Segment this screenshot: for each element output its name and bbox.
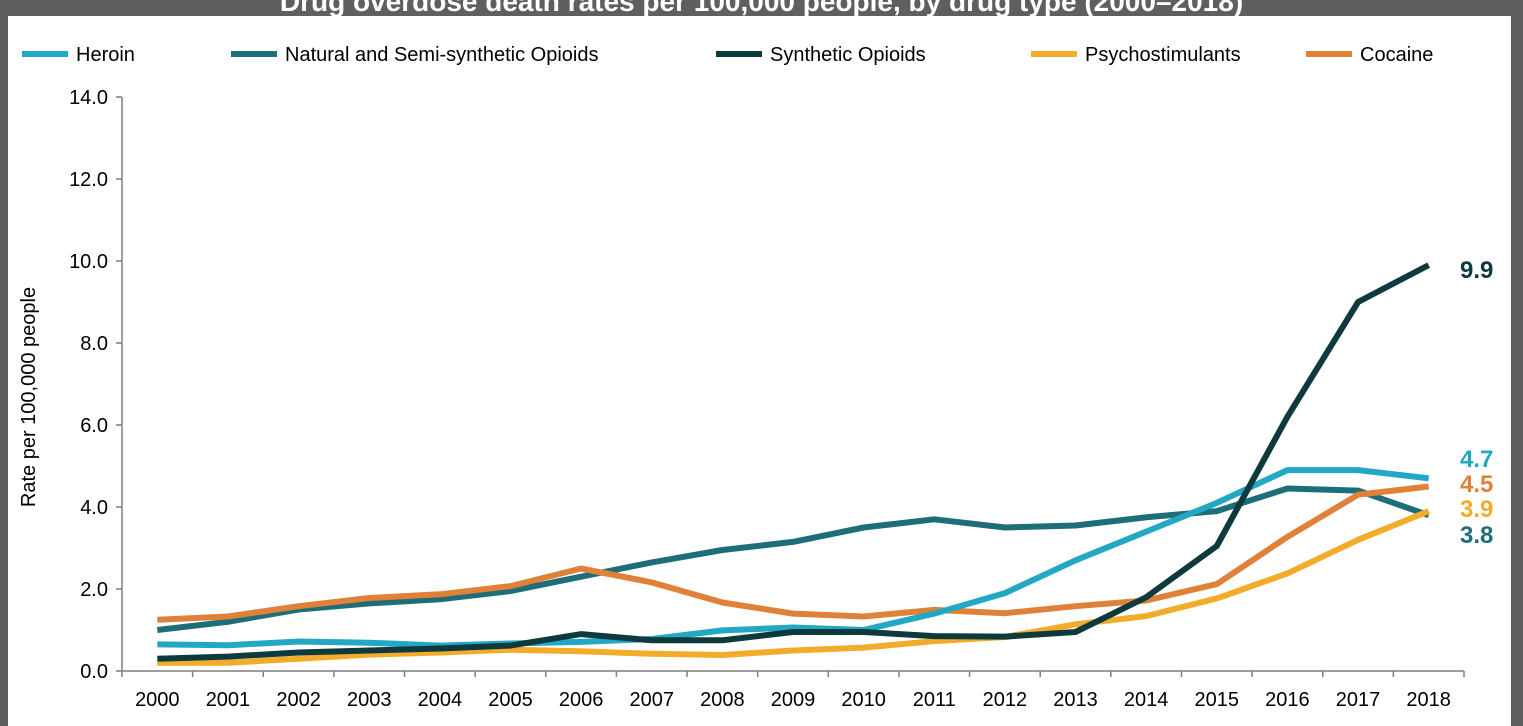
chart-panel: Heroin Natural and Semi-synthetic Opioids… (8, 16, 1511, 726)
y-axis: 0.0 2.0 4.0 6.0 8.0 10.0 12.0 14.0 (69, 87, 123, 683)
y-tick-label: 4.0 (80, 497, 108, 519)
x-tick-label: 2012 (983, 689, 1028, 711)
series-line-cocaine (157, 483, 1430, 623)
legend-label: Natural and Semi-synthetic Opioids (285, 44, 598, 66)
x-tick-label: 2001 (206, 689, 251, 711)
y-tick-label: 0.0 (80, 661, 108, 683)
legend-label: Heroin (76, 44, 135, 66)
x-axis: 2000 2001 2002 2003 2004 2005 2006 2007 2008 2009… (121, 670, 1465, 711)
x-tick-label: 2002 (276, 689, 321, 711)
x-tick-label: 2000 (135, 689, 180, 711)
x-tick-label: 2014 (1124, 689, 1169, 711)
end-label-heroin: 4.7 (1460, 446, 1493, 473)
x-tick-label: 2003 (347, 689, 392, 711)
title-bar: Drug overdose death rates per 100,000 pe… (0, 0, 1523, 16)
x-tick-label: 2009 (771, 689, 816, 711)
line-chart: Heroin Natural and Semi-synthetic Opioids… (18, 44, 1493, 711)
legend-item: Psychostimulants (1031, 44, 1241, 66)
x-tick-label: 2011 (913, 689, 956, 711)
end-label-cocaine: 4.5 (1460, 471, 1493, 498)
y-tick-label: 10.0 (69, 251, 108, 273)
legend-label: Synthetic Opioids (770, 44, 926, 66)
series-line-heroin (157, 467, 1430, 649)
y-tick-label: 8.0 (80, 333, 108, 355)
series-line-psychostimulants (157, 508, 1430, 666)
series-line-natural-and-semi-synthetic-opioids (156, 485, 1430, 633)
x-tick-label: 2006 (559, 689, 604, 711)
x-tick-label: 2018 (1406, 689, 1451, 711)
end-label-psychostimulants: 3.9 (1460, 496, 1493, 523)
x-tick-label: 2004 (418, 689, 463, 711)
end-labels: 4.7 3.8 9.9 3.94.5 (1460, 257, 1493, 549)
end-label-natural-and-semi-synthetic-opioids: 3.8 (1460, 522, 1493, 549)
chart-title: Drug overdose death rates per 100,000 pe… (279, 0, 1244, 16)
x-tick-label: 2008 (700, 689, 745, 711)
series-lines (156, 262, 1431, 666)
x-tick-label: 2010 (841, 689, 886, 711)
legend-item: Natural and Semi-synthetic Opioids (231, 44, 598, 66)
x-tick-label: 2016 (1265, 689, 1310, 711)
y-axis-title: Rate per 100,000 people (18, 287, 40, 507)
x-tick-label: 2017 (1336, 689, 1381, 711)
x-tick-label: 2013 (1053, 689, 1098, 711)
end-label-synthetic-opioids: 9.9 (1460, 257, 1493, 284)
y-tick-label: 12.0 (69, 169, 108, 191)
legend-label: Cocaine (1360, 44, 1433, 66)
legend-item: Cocaine (1306, 44, 1433, 66)
series-line-synthetic-opioids (157, 262, 1431, 662)
x-tick-label: 2015 (1195, 689, 1240, 711)
x-tick-label: 2005 (488, 689, 533, 711)
y-tick-label: 14.0 (69, 87, 108, 109)
legend-item: Synthetic Opioids (716, 44, 926, 66)
legend: Heroin Natural and Semi-synthetic Opioids… (22, 44, 1433, 66)
y-tick-label: 6.0 (80, 415, 108, 437)
x-tick-label: 2007 (629, 689, 674, 711)
legend-item: Heroin (22, 44, 135, 66)
legend-label: Psychostimulants (1085, 44, 1241, 66)
y-tick-label: 2.0 (80, 579, 108, 601)
